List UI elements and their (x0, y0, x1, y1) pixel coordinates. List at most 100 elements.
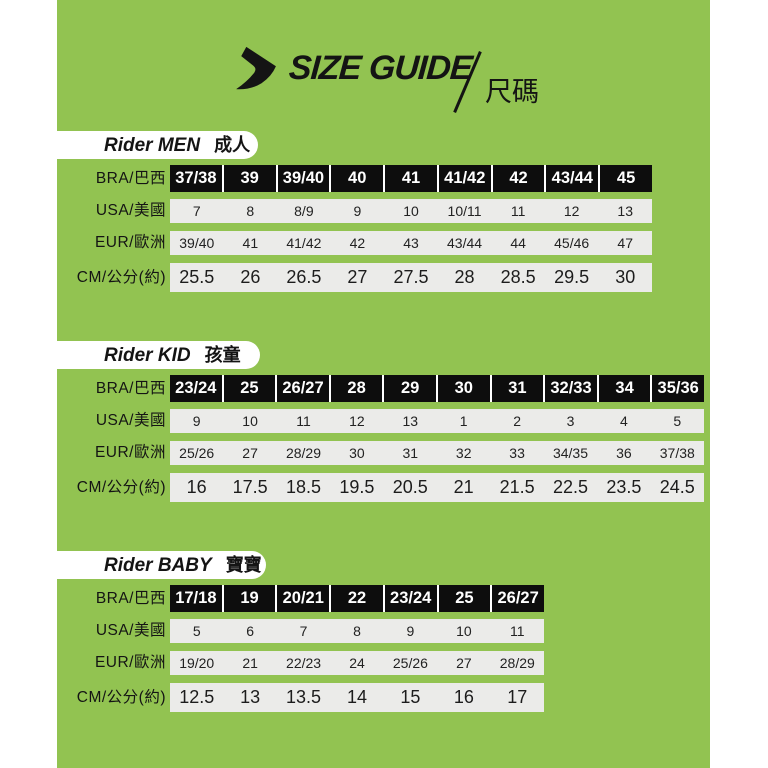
cm-size-cell: 28 (454, 267, 475, 287)
row-label-cm: CM/公分(約) (76, 269, 166, 286)
row-label-eur: EUR/歐洲 (94, 654, 166, 671)
eur-size-row: EUR/歐洲 25/26 27 28/29 30 31 32 33 34/35 36 37/38 (0, 441, 768, 465)
bra-size-cell: 30 (437, 375, 490, 402)
usa-size-cell: 13 (617, 203, 633, 219)
bra-size-cell: 34 (598, 375, 651, 402)
bra-size-cell: 39/40 (277, 165, 330, 192)
eur-size-cell: 42 (349, 235, 366, 251)
bra-size-cell: 40 (331, 165, 384, 192)
cm-cells-strip: 16 17.5 18.5 19.5 20.5 21 21.5 22.5 23.5 24.5 (170, 473, 704, 502)
bra-size-cell: 43/44 (546, 165, 599, 192)
section-cjk-label: 寶寶 (225, 555, 262, 575)
row-label-cm: CM/公分(約) (76, 689, 166, 706)
bra-size-cell: 23/24 (384, 585, 437, 612)
usa-size-cell: 13 (402, 413, 419, 429)
cm-size-cell: 30 (615, 267, 636, 287)
bra-size-cell: 39 (223, 165, 276, 192)
eur-size-cell: 28/29 (499, 655, 535, 671)
usa-size-cell: 12 (349, 413, 365, 429)
bra-size-cell: 42 (492, 165, 545, 192)
cm-size-row: CM/公分(約) 25.5 26 26.5 27 27.5 28 28.5 29.5 30 (0, 263, 768, 292)
row-label-cm: CM/公分(約) (76, 479, 166, 496)
eur-size-cell: 25/26 (179, 445, 215, 461)
bra-size-cell: 19 (223, 585, 276, 612)
eur-size-row: EUR/歐洲 19/20 21 22/23 24 25/26 27 28/29 (0, 651, 768, 675)
cm-size-row: CM/公分(約) 16 17.5 18.5 19.5 20.5 21 21.5 22.5 23.… (0, 473, 768, 502)
eur-size-cell: 27 (242, 445, 258, 461)
row-label-bra: BRA/巴西 (95, 590, 166, 607)
bra-cells-strip: 17/18 19 20/21 22 23/24 25 26/27 (170, 585, 544, 612)
cm-cells-strip: 25.5 26 26.5 27 27.5 28 28.5 29.5 30 (170, 263, 652, 292)
cm-size-cell: 29.5 (554, 267, 590, 287)
size-section-baby: Rider BABY 寶寶 BRA/巴西 17/18 19 20/21 22 23/24 2… (0, 551, 768, 721)
bra-size-cell: 23/24 (170, 375, 222, 402)
page-subtitle: 尺碼 (485, 77, 539, 107)
cm-size-cell: 19.5 (339, 477, 375, 497)
usa-size-row: USA/美國 9 10 11 12 13 1 2 3 4 5 (0, 409, 768, 433)
bra-size-cell: 20/21 (277, 585, 330, 612)
bra-size-cell: 17/18 (170, 585, 222, 612)
bra-size-cell: 22 (331, 585, 383, 612)
usa-size-cell: 2 (513, 413, 521, 429)
cm-size-cell: 17 (507, 687, 528, 707)
cm-size-cell: 26.5 (286, 267, 322, 287)
row-label-usa: USA/美國 (95, 622, 166, 639)
bra-size-cell: 32/33 (545, 375, 597, 402)
usa-size-cell: 5 (673, 413, 682, 429)
eur-size-cell: 37/38 (659, 445, 695, 461)
cm-size-cell: 27.5 (393, 267, 429, 287)
usa-size-cell: 5 (192, 623, 201, 639)
section-cjk-label: 孩童 (204, 345, 241, 365)
usa-size-cell: 9 (353, 203, 362, 219)
eur-size-row: EUR/歐洲 39/40 41 41/42 42 43 43/44 44 45/46 47 (0, 231, 768, 255)
usa-size-row: USA/美國 5 6 7 8 9 10 11 (0, 619, 768, 643)
cm-size-cell: 16 (186, 477, 207, 497)
bra-size-cell: 35/36 (652, 375, 704, 402)
cm-size-cell: 16 (453, 687, 474, 707)
section-brand-label: Rider BABY (104, 555, 212, 576)
section-header-pill: Rider MEN 成人 (0, 131, 258, 159)
cm-size-cell: 13 (240, 687, 261, 707)
eur-size-cell: 43 (403, 235, 419, 251)
bra-size-cell: 26/27 (277, 375, 329, 402)
eur-cells-strip: 19/20 21 22/23 24 25/26 27 28/29 (170, 651, 544, 675)
eur-cells-strip: 39/40 41 41/42 42 43 43/44 44 45/46 47 (170, 231, 652, 255)
usa-size-cell: 4 (619, 413, 628, 429)
row-label-usa: USA/美國 (95, 412, 166, 429)
usa-size-row: USA/美國 7 8 8/9 9 10 10/11 11 12 13 (0, 199, 768, 223)
eur-size-cell: 25/26 (392, 655, 428, 671)
usa-cells-strip: 5 6 7 8 9 10 11 (170, 619, 544, 643)
cm-size-cell: 20.5 (392, 477, 428, 497)
cm-size-cell: 15 (400, 687, 421, 707)
bra-cells-strip: 23/24 25 26/27 28 29 30 31 32/33 34 35/36 (170, 375, 704, 402)
eur-size-cell: 34/35 (552, 445, 589, 461)
eur-cells-strip: 25/26 27 28/29 30 31 32 33 34/35 36 37/38 (170, 441, 704, 465)
eur-size-cell: 41/42 (286, 235, 322, 251)
bra-size-cell: 29 (384, 375, 436, 402)
eur-size-cell: 45/46 (554, 235, 590, 251)
section-brand-label: Rider MEN (104, 135, 201, 156)
usa-size-cell: 10 (403, 203, 419, 219)
cm-size-cell: 14 (346, 687, 367, 707)
section-header-pill: Rider BABY 寶寶 (0, 551, 266, 579)
row-label-bra: BRA/巴西 (95, 170, 166, 187)
usa-size-cell: 9 (192, 413, 201, 429)
row-label-eur: EUR/歐洲 (94, 444, 166, 461)
usa-cells-strip: 9 10 11 12 13 1 2 3 4 5 (170, 409, 704, 433)
eur-size-cell: 33 (509, 445, 525, 461)
row-label-eur: EUR/歐洲 (94, 234, 166, 251)
usa-size-cell: 7 (299, 623, 308, 639)
section-header-pill: Rider KID 孩童 (0, 341, 260, 369)
usa-size-cell: 8/9 (294, 203, 314, 219)
row-label-bra: BRA/巴西 (95, 380, 166, 397)
usa-size-cell: 1 (459, 413, 468, 429)
usa-size-cell: 8 (246, 203, 255, 219)
bra-size-cell: 31 (491, 375, 544, 402)
usa-size-cell: 6 (246, 623, 255, 639)
usa-cells-strip: 7 8 8/9 9 10 10/11 11 12 13 (170, 199, 652, 223)
usa-size-cell: 11 (510, 203, 526, 219)
cm-size-cell: 13.5 (286, 687, 322, 707)
eur-size-cell: 44 (510, 235, 526, 251)
usa-size-cell: 11 (510, 623, 525, 639)
